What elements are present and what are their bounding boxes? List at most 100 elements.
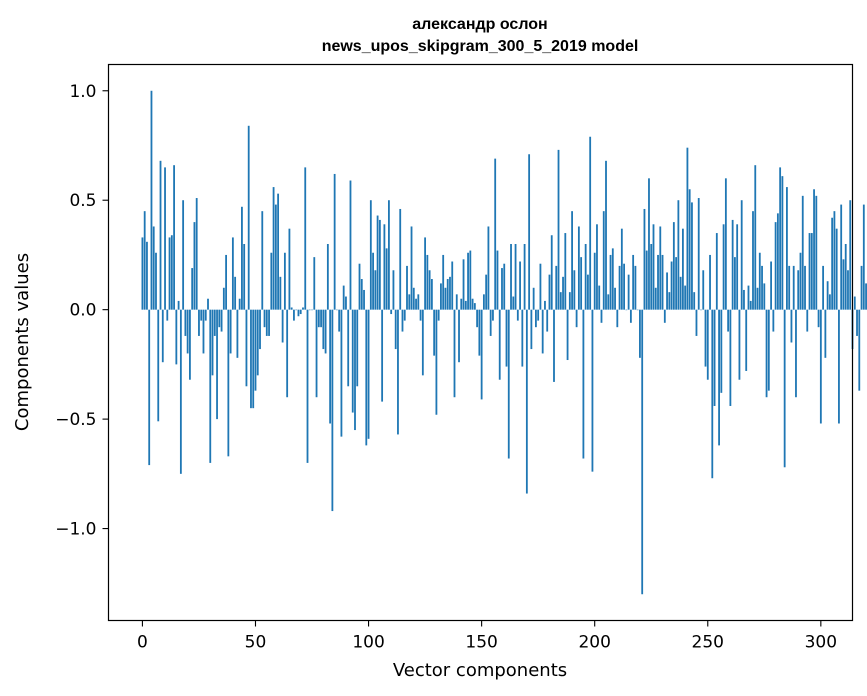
bar xyxy=(268,309,270,336)
bar xyxy=(779,167,782,310)
bar xyxy=(523,244,526,310)
bar xyxy=(593,252,596,310)
bar xyxy=(496,250,499,310)
bar xyxy=(274,204,277,310)
bar xyxy=(713,309,716,406)
x-tick-label: 200 xyxy=(578,633,610,653)
bar xyxy=(243,244,246,310)
bar xyxy=(743,289,745,310)
bar xyxy=(471,298,474,310)
bar xyxy=(636,309,639,311)
bar xyxy=(747,285,750,310)
bar xyxy=(297,309,300,317)
bar xyxy=(229,309,232,354)
bar xyxy=(715,233,718,310)
bar xyxy=(322,309,325,350)
bar xyxy=(546,309,549,332)
bar xyxy=(587,274,589,310)
bar xyxy=(679,276,682,310)
bar xyxy=(706,309,709,380)
bar xyxy=(222,287,225,310)
bar xyxy=(150,90,153,310)
bar xyxy=(256,309,259,376)
bar xyxy=(313,257,316,310)
bar xyxy=(641,309,644,595)
bar xyxy=(218,309,221,328)
bar xyxy=(444,287,447,310)
bar xyxy=(198,309,200,336)
bar xyxy=(186,309,189,354)
bar xyxy=(505,309,508,367)
bar xyxy=(356,309,359,387)
y-tick-label: 0.0 xyxy=(69,301,96,321)
bar xyxy=(236,309,239,358)
bar xyxy=(252,309,255,409)
bar xyxy=(575,309,578,328)
bar xyxy=(279,276,282,310)
bar xyxy=(437,309,440,321)
bar xyxy=(749,300,752,310)
bar xyxy=(234,276,237,310)
bar xyxy=(462,259,465,310)
bar xyxy=(776,213,779,310)
bar xyxy=(148,309,151,466)
bar xyxy=(231,237,234,310)
bar xyxy=(541,309,544,354)
bar xyxy=(752,211,754,310)
bar xyxy=(582,309,585,459)
bar xyxy=(539,263,542,310)
bar xyxy=(372,252,374,310)
bar xyxy=(184,309,187,336)
plot-frame xyxy=(107,63,854,622)
bar xyxy=(358,263,361,310)
bar xyxy=(378,219,381,310)
bar xyxy=(347,309,350,387)
bar xyxy=(503,263,506,310)
bar xyxy=(704,309,707,367)
bar xyxy=(548,274,551,310)
bar xyxy=(369,200,372,310)
bar xyxy=(835,228,838,310)
bar xyxy=(428,270,431,310)
bar xyxy=(164,167,166,310)
bar xyxy=(385,248,388,310)
bar xyxy=(564,233,567,310)
bar xyxy=(220,309,223,332)
bar xyxy=(629,309,632,323)
bar xyxy=(469,250,472,310)
bar xyxy=(722,224,725,310)
bar xyxy=(363,289,365,310)
bar xyxy=(168,237,171,310)
bar xyxy=(519,261,521,310)
bar xyxy=(826,281,829,310)
bar xyxy=(516,309,519,321)
chart-title-line2: news_upos_skipgram_300_5_2019 model xyxy=(322,38,639,55)
bar xyxy=(254,309,257,391)
bar xyxy=(804,265,806,310)
bar xyxy=(700,309,702,311)
bar xyxy=(241,206,243,310)
bar xyxy=(571,211,573,310)
bar xyxy=(537,309,540,321)
bar xyxy=(349,180,352,310)
bar xyxy=(211,309,214,376)
bar xyxy=(532,287,535,310)
bar xyxy=(311,309,313,311)
bar xyxy=(376,215,379,310)
bar xyxy=(643,208,646,310)
bar xyxy=(650,244,653,310)
bar xyxy=(143,211,146,310)
bar xyxy=(331,309,334,512)
bar xyxy=(772,309,775,332)
bar xyxy=(688,189,691,310)
bar xyxy=(433,309,436,356)
bar xyxy=(304,167,307,310)
bar xyxy=(856,309,858,336)
bar xyxy=(591,309,594,472)
bar xyxy=(170,235,173,310)
bar xyxy=(792,265,795,310)
bar xyxy=(189,309,191,380)
bar xyxy=(329,309,332,424)
bar xyxy=(623,263,625,310)
bar xyxy=(374,270,377,310)
